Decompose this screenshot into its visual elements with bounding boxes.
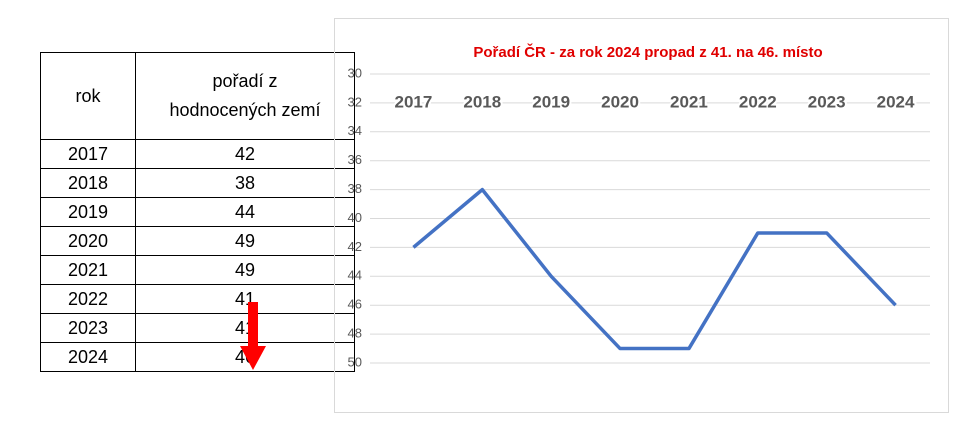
y-tick-label: 50 <box>348 354 362 369</box>
chart-frame <box>334 18 949 413</box>
header-cell: pořadí z hodnocených zemí <box>135 52 355 140</box>
y-tick-label: 44 <box>348 268 362 283</box>
y-tick-label: 40 <box>348 210 362 225</box>
x-tick-label: 2020 <box>601 92 639 111</box>
table-cell: 2021 <box>40 255 136 285</box>
table-cell: 2024 <box>40 342 136 372</box>
table-cell: 42 <box>135 139 355 169</box>
table-cell: 49 <box>135 226 355 256</box>
header-row: rok pořadí z hodnocených zemí <box>40 52 355 140</box>
table-cell: 41 <box>135 313 355 343</box>
table-cell: 2017 <box>40 139 136 169</box>
y-tick-label: 32 <box>348 94 362 109</box>
table-cell: 2019 <box>40 197 136 227</box>
x-tick-label: 2017 <box>395 92 433 111</box>
x-tick-label: 2018 <box>463 92 501 111</box>
header-cell: rok <box>40 52 136 140</box>
table-row: 2023 41 <box>40 313 355 343</box>
y-tick-label: 46 <box>348 297 362 312</box>
table-cell: 49 <box>135 255 355 285</box>
table-row: 2017 42 <box>40 139 355 169</box>
rank-table: rok pořadí z hodnocených zemí 2017 42 2018… <box>40 52 355 372</box>
series-line <box>412 187 897 351</box>
x-tick-label: 2019 <box>532 92 570 111</box>
x-tick-label: 2021 <box>670 92 708 111</box>
chart-title: Pořadí ČR - za rok 2024 propad z 41. na … <box>473 43 822 61</box>
x-tick-label: 2022 <box>739 92 777 111</box>
y-tick-label: 34 <box>348 123 362 138</box>
y-tick-label: 36 <box>348 152 362 167</box>
y-tick-label: 48 <box>348 326 362 341</box>
y-tick-label: 30 <box>348 65 362 80</box>
table-row: 2019 44 <box>40 197 355 227</box>
table-row: 2021 49 <box>40 255 355 285</box>
y-tick-label: 42 <box>348 239 362 254</box>
table-cell: 41 <box>135 284 355 314</box>
down-arrow <box>240 302 266 370</box>
y-tick-label: 38 <box>348 181 362 196</box>
table-cell: 44 <box>135 197 355 227</box>
x-tick-label: 2024 <box>877 92 915 111</box>
x-tick-label: 2023 <box>808 92 846 111</box>
